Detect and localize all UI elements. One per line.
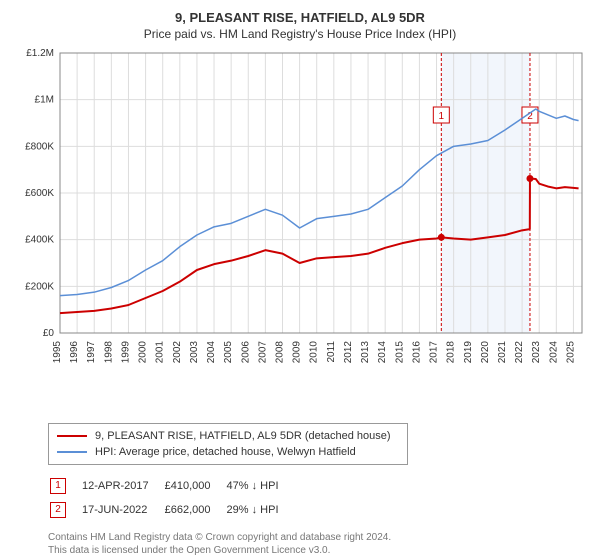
svg-text:2012: 2012: [343, 341, 354, 364]
svg-text:2002: 2002: [172, 341, 183, 364]
transaction-delta: 29% ↓ HPI: [227, 499, 293, 521]
chart-container: 9, PLEASANT RISE, HATFIELD, AL9 5DR Pric…: [0, 0, 600, 560]
svg-text:1999: 1999: [120, 341, 131, 364]
svg-text:1996: 1996: [69, 341, 80, 364]
legend-row: HPI: Average price, detached house, Welw…: [57, 444, 399, 460]
svg-text:1997: 1997: [86, 341, 97, 364]
svg-text:2023: 2023: [531, 341, 542, 364]
legend-label: HPI: Average price, detached house, Welw…: [95, 444, 356, 460]
transaction-delta: 47% ↓ HPI: [227, 475, 293, 497]
svg-text:2020: 2020: [480, 341, 491, 364]
svg-text:2003: 2003: [189, 341, 200, 364]
legend-label: 9, PLEASANT RISE, HATFIELD, AL9 5DR (det…: [95, 428, 391, 444]
transaction-badge: 2: [50, 502, 66, 518]
svg-text:£800K: £800K: [25, 141, 54, 152]
transaction-badge: 1: [50, 478, 66, 494]
svg-text:2009: 2009: [292, 341, 303, 364]
svg-text:2007: 2007: [257, 341, 268, 364]
svg-text:2013: 2013: [360, 341, 371, 364]
svg-text:2011: 2011: [326, 341, 337, 363]
svg-text:2015: 2015: [394, 341, 405, 364]
transactions-table: 1 12-APR-2017£410,00047% ↓ HPI 2 17-JUN-202…: [48, 473, 295, 523]
svg-text:1: 1: [439, 111, 445, 122]
table-row: 1 12-APR-2017£410,00047% ↓ HPI: [50, 475, 293, 497]
chart-title: 9, PLEASANT RISE, HATFIELD, AL9 5DR: [14, 10, 586, 25]
svg-text:2025: 2025: [565, 341, 576, 364]
svg-text:2022: 2022: [514, 341, 525, 364]
svg-text:2006: 2006: [240, 341, 251, 364]
transaction-date: 17-JUN-2022: [82, 499, 163, 521]
transaction-price: £662,000: [165, 499, 225, 521]
footer-line: Contains HM Land Registry data © Crown c…: [48, 531, 586, 544]
svg-text:2010: 2010: [309, 341, 320, 364]
chart-svg: £0 £200K £400K £600K £800K £1M £1.2M 1995 1996 19…: [14, 47, 586, 377]
svg-text:£0: £0: [43, 328, 55, 339]
svg-text:2016: 2016: [411, 341, 422, 364]
svg-text:2017: 2017: [429, 341, 440, 364]
transaction-date: 12-APR-2017: [82, 475, 163, 497]
svg-text:£400K: £400K: [25, 235, 54, 246]
table-row: 2 17-JUN-2022£662,00029% ↓ HPI: [50, 499, 293, 521]
svg-text:£1M: £1M: [35, 95, 54, 106]
svg-text:2014: 2014: [377, 341, 388, 364]
legend-swatch: [57, 451, 87, 453]
svg-text:1995: 1995: [52, 341, 63, 364]
footer-attribution: Contains HM Land Registry data © Crown c…: [48, 531, 586, 557]
svg-text:1998: 1998: [103, 341, 114, 364]
svg-text:£1.2M: £1.2M: [26, 48, 54, 59]
svg-text:2024: 2024: [548, 341, 559, 364]
footer-line: This data is licensed under the Open Gov…: [48, 544, 586, 557]
svg-text:£200K: £200K: [25, 281, 54, 292]
svg-text:2008: 2008: [274, 341, 285, 364]
svg-text:2019: 2019: [463, 341, 474, 364]
svg-text:2004: 2004: [206, 341, 217, 364]
chart-subtitle: Price paid vs. HM Land Registry's House …: [14, 27, 586, 41]
svg-text:2001: 2001: [155, 341, 166, 364]
legend-box: 9, PLEASANT RISE, HATFIELD, AL9 5DR (det…: [48, 423, 408, 465]
legend-swatch: [57, 435, 87, 437]
chart-area: £0 £200K £400K £600K £800K £1M £1.2M 1995 1996 19…: [14, 47, 586, 377]
svg-text:2021: 2021: [497, 341, 508, 364]
title-block: 9, PLEASANT RISE, HATFIELD, AL9 5DR Pric…: [14, 10, 586, 41]
transaction-price: £410,000: [165, 475, 225, 497]
svg-text:2005: 2005: [223, 341, 234, 364]
svg-text:2018: 2018: [446, 341, 457, 364]
svg-text:£600K: £600K: [25, 188, 54, 199]
svg-text:2000: 2000: [138, 341, 149, 364]
legend-row: 9, PLEASANT RISE, HATFIELD, AL9 5DR (det…: [57, 428, 399, 444]
